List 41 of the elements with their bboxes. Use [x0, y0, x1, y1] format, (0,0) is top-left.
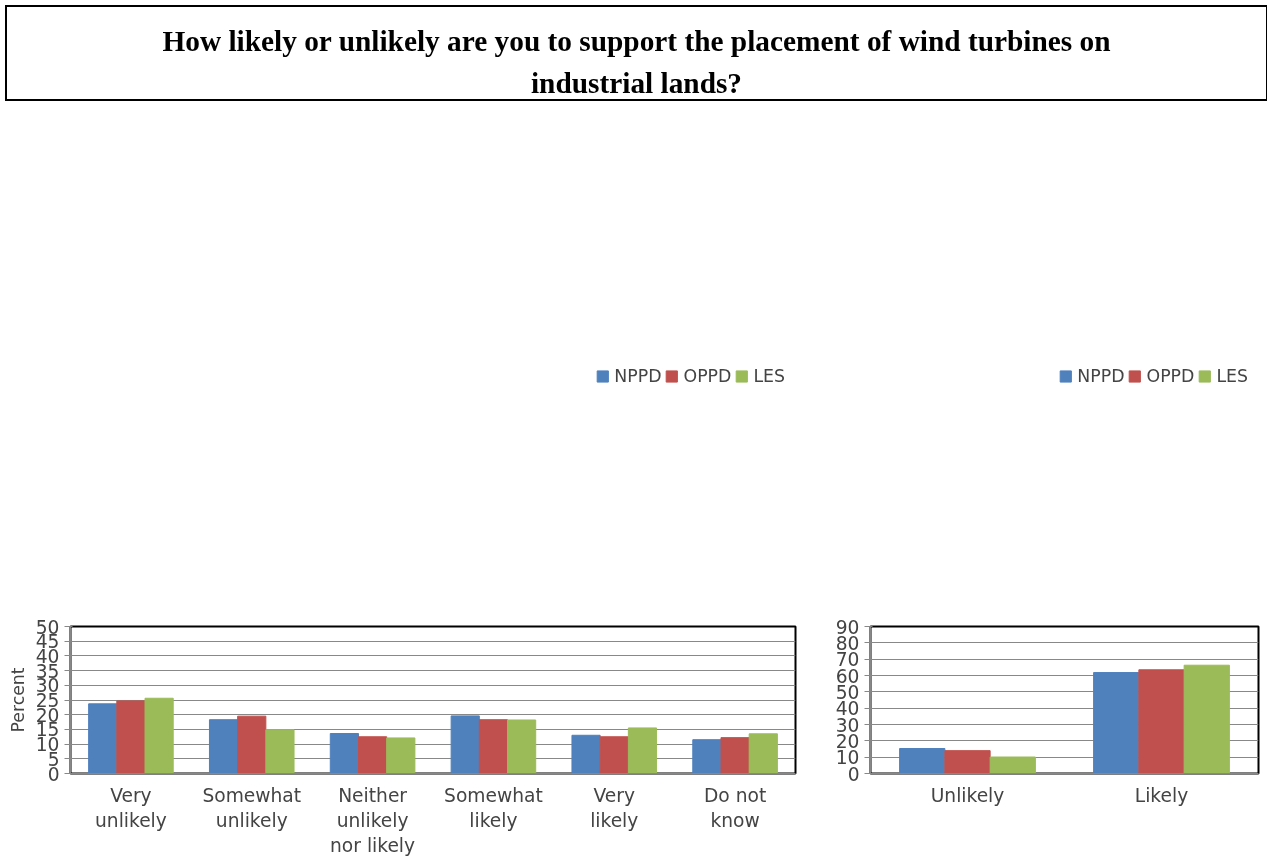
- bar: [116, 700, 146, 774]
- bar: [208, 719, 239, 774]
- bar: [265, 729, 295, 774]
- bar: [599, 736, 629, 774]
- bar: [144, 697, 174, 774]
- chart-title: How likely or unlikely are you to support the placement of wind turbines on industrial lands?: [161, 24, 1112, 101]
- bar: [627, 727, 658, 774]
- legend-label: LES: [753, 366, 785, 386]
- x-tick-label: Neither unlikely nor likely: [330, 784, 416, 856]
- bar: [386, 737, 416, 774]
- bar: [571, 734, 601, 774]
- bar: [237, 715, 267, 774]
- bar: [989, 756, 1036, 774]
- y-tick-label: 0: [847, 763, 860, 785]
- bar: [1183, 664, 1230, 774]
- bar: [748, 733, 778, 774]
- bar: [478, 719, 509, 774]
- x-tick-label: Very unlikely: [94, 784, 167, 831]
- bar: [507, 719, 537, 774]
- bar: [899, 748, 946, 774]
- y-axis-title: Percent: [7, 667, 28, 733]
- x-tick-label: Somewhat likely: [444, 784, 543, 831]
- bar: [720, 737, 750, 774]
- bar: [357, 736, 388, 774]
- bar: [1138, 669, 1185, 774]
- legend-label: OPPD: [683, 366, 732, 386]
- x-tick-label: Somewhat unlikely: [202, 784, 302, 831]
- legend-label: LES: [1216, 366, 1248, 386]
- bar: [329, 733, 359, 774]
- legend-label: NPPD: [614, 366, 662, 386]
- x-tick-label: Unlikely: [930, 784, 1005, 806]
- x-tick-label: Very likely: [590, 784, 639, 831]
- legend-label: OPPD: [1146, 366, 1195, 386]
- bar: [450, 715, 480, 774]
- x-tick-label: Likely: [1134, 784, 1189, 806]
- bar: [944, 750, 991, 774]
- bar: [1093, 672, 1140, 774]
- x-tick-label: Do not know: [703, 784, 767, 831]
- bar: [692, 739, 722, 774]
- legend-label: NPPD: [1077, 366, 1125, 386]
- bar: [88, 703, 118, 774]
